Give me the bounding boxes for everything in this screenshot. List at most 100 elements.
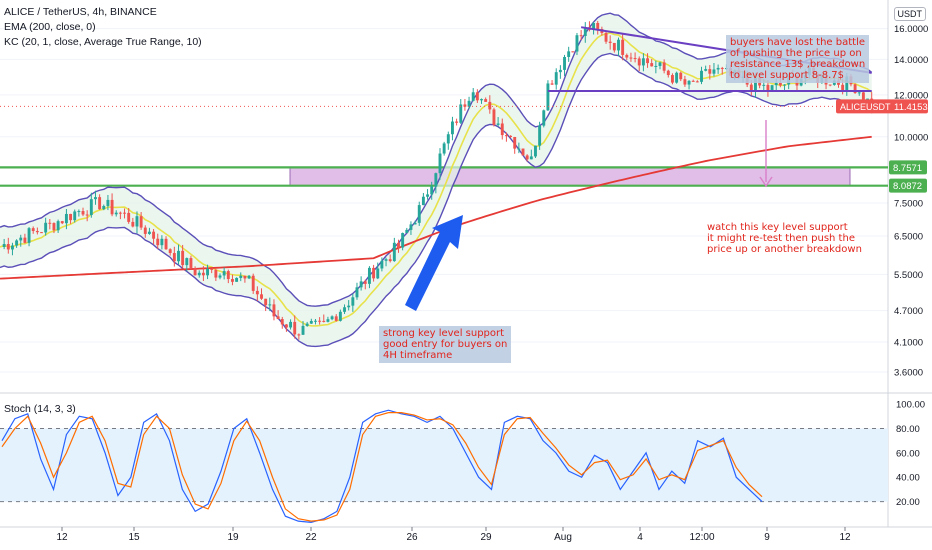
- candle-body: [351, 297, 355, 306]
- down-arrow-pink-head: [759, 176, 773, 188]
- candle-body: [301, 325, 305, 335]
- candle-body: [143, 227, 147, 234]
- candle-body: [110, 199, 114, 215]
- candle-body: [488, 101, 492, 110]
- candle-body: [621, 39, 625, 55]
- candle-body: [662, 62, 666, 71]
- time-tick-label: 4: [637, 532, 643, 543]
- candle-body: [409, 224, 413, 230]
- time-tick-label: 15: [128, 532, 140, 543]
- price-tick-label: 16.0000: [894, 24, 928, 35]
- candle-body: [164, 238, 168, 250]
- candle-body: [118, 212, 122, 214]
- candle-body: [127, 212, 131, 222]
- stoch-tick-label: 100.00: [896, 400, 925, 411]
- candle-body: [857, 92, 861, 94]
- candle-body: [446, 134, 450, 144]
- symbol-legend[interactable]: ALICE / TetherUS, 4h, BINANCE: [4, 6, 157, 18]
- candle-body: [704, 69, 708, 71]
- candle-body: [434, 173, 438, 187]
- candle-body: [314, 320, 317, 322]
- candle-body: [85, 214, 89, 216]
- candle-body: [81, 211, 85, 215]
- candle-body: [322, 320, 326, 322]
- candle-body: [247, 275, 251, 279]
- candle-body: [397, 242, 400, 248]
- candle-body: [442, 143, 446, 154]
- candle-body: [778, 82, 782, 86]
- candle-body: [579, 35, 583, 37]
- candle-body: [60, 221, 64, 224]
- stoch-tick-label: 40.00: [896, 473, 920, 484]
- stoch-series-d: [1, 412, 763, 522]
- candle-body: [272, 304, 276, 317]
- candle-body: [546, 83, 550, 111]
- note-bottom-center[interactable]: strong key level support good entry for …: [379, 326, 512, 363]
- candle-body: [509, 135, 513, 137]
- candle-body: [517, 148, 521, 150]
- candle-body: [160, 238, 164, 246]
- candle-body: [612, 42, 616, 51]
- candle-body: [226, 271, 230, 280]
- note-top-right[interactable]: buyers have lost the battle of pushing t…: [726, 35, 870, 83]
- candle-body: [504, 135, 508, 137]
- candle-body: [563, 56, 566, 70]
- candle-body: [347, 305, 351, 308]
- up-arrow-blue: [405, 215, 463, 311]
- price-tick-label: 10.0000: [894, 132, 928, 143]
- price-tick-label: 4.1000: [894, 338, 923, 349]
- candle-body: [19, 237, 23, 241]
- candle-body: [845, 76, 849, 91]
- candle-body: [571, 51, 575, 53]
- note-middle-right[interactable]: watch this key level support it might re…: [707, 222, 862, 255]
- candle-body: [235, 277, 239, 282]
- candle-body: [754, 77, 757, 92]
- candle-body: [625, 54, 629, 58]
- candle-body: [388, 259, 392, 262]
- candle-body: [861, 92, 865, 101]
- candle-body: [135, 216, 139, 227]
- currency-selector[interactable]: USDT: [893, 7, 926, 21]
- candle-body: [558, 69, 562, 73]
- candle-body: [467, 100, 471, 107]
- candle-body: [550, 83, 554, 85]
- kc-legend[interactable]: KC (20, 1, close, Average True Range, 10…: [4, 36, 202, 48]
- candle-body: [102, 205, 106, 210]
- candle-body: [77, 211, 81, 213]
- candle-body: [405, 229, 409, 234]
- time-tick-label: 19: [227, 532, 239, 543]
- candle-body: [40, 232, 43, 234]
- candle-body: [430, 186, 434, 195]
- candle-body: [700, 70, 703, 82]
- candle-body: [206, 268, 209, 276]
- candle-body: [646, 58, 649, 64]
- time-tick-label: 9: [764, 532, 770, 543]
- candle-body: [181, 250, 185, 266]
- candle-body: [617, 39, 620, 51]
- candle-body: [658, 62, 662, 66]
- candle-body: [11, 245, 14, 250]
- candle-body: [367, 267, 371, 284]
- candle-body: [98, 197, 102, 210]
- candle-body: [675, 72, 679, 83]
- price-tick-label: 7.5000: [894, 199, 923, 210]
- candle-body: [783, 84, 786, 86]
- candle-body: [691, 80, 695, 82]
- candle-body: [480, 99, 483, 101]
- candle-body: [64, 213, 68, 224]
- candle-body: [69, 213, 73, 221]
- candle-body: [554, 72, 558, 85]
- time-tick-label: 12:00: [689, 532, 714, 543]
- support-level-label: 8.0872: [893, 181, 922, 192]
- candle-body: [716, 67, 720, 70]
- price-tick-label: 3.6000: [894, 367, 923, 378]
- candle-body: [496, 123, 500, 125]
- candle-body: [604, 32, 608, 42]
- ema-legend[interactable]: EMA (200, close, 0): [4, 21, 96, 33]
- stoch-tick-label: 80.00: [896, 424, 920, 435]
- candle-body: [380, 260, 384, 269]
- candle-body: [666, 70, 670, 76]
- candle-body: [426, 194, 429, 197]
- stoch-legend[interactable]: Stoch (14, 3, 3): [4, 403, 76, 415]
